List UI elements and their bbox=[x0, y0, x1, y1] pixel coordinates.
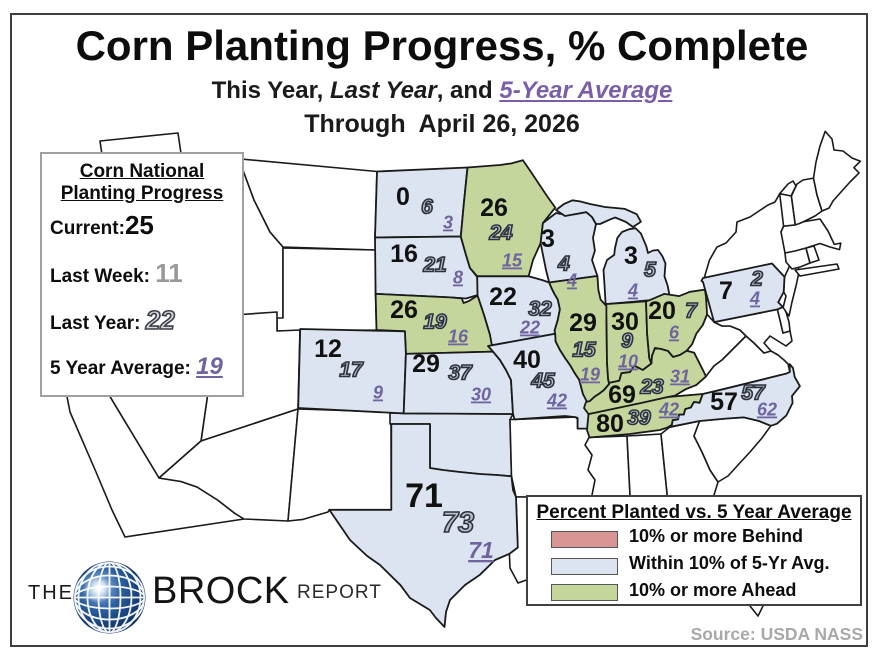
svg-text:24: 24 bbox=[488, 222, 513, 245]
svg-text:7: 7 bbox=[719, 277, 733, 305]
svg-text:21: 21 bbox=[422, 254, 446, 277]
svg-text:6: 6 bbox=[421, 196, 433, 219]
svg-text:3: 3 bbox=[541, 225, 555, 253]
svg-text:4: 4 bbox=[749, 289, 760, 309]
svg-text:8: 8 bbox=[453, 268, 463, 288]
svg-text:4: 4 bbox=[557, 253, 570, 276]
svg-text:9: 9 bbox=[373, 383, 383, 403]
svg-text:16: 16 bbox=[390, 240, 418, 268]
svg-text:9: 9 bbox=[621, 330, 633, 353]
svg-text:57: 57 bbox=[741, 382, 766, 405]
svg-text:5: 5 bbox=[644, 259, 656, 282]
svg-text:2: 2 bbox=[750, 268, 763, 291]
svg-text:10: 10 bbox=[618, 352, 638, 372]
svg-text:73: 73 bbox=[442, 507, 474, 539]
svg-text:3: 3 bbox=[443, 213, 453, 233]
svg-text:62: 62 bbox=[757, 400, 777, 420]
svg-text:20: 20 bbox=[648, 297, 676, 325]
svg-text:19: 19 bbox=[423, 311, 447, 334]
svg-text:4: 4 bbox=[627, 281, 638, 301]
svg-text:0: 0 bbox=[396, 183, 410, 211]
svg-text:15: 15 bbox=[502, 251, 523, 271]
svg-text:19: 19 bbox=[580, 365, 600, 385]
svg-text:30: 30 bbox=[611, 308, 639, 336]
svg-text:39: 39 bbox=[627, 407, 651, 430]
svg-text:6: 6 bbox=[669, 323, 680, 343]
svg-text:71: 71 bbox=[405, 477, 443, 515]
svg-text:42: 42 bbox=[658, 400, 679, 420]
svg-text:4: 4 bbox=[566, 271, 577, 291]
svg-text:42: 42 bbox=[546, 391, 567, 411]
svg-text:23: 23 bbox=[639, 376, 664, 399]
svg-text:22: 22 bbox=[489, 283, 517, 311]
svg-text:71: 71 bbox=[468, 537, 494, 563]
svg-text:45: 45 bbox=[530, 370, 555, 393]
svg-text:80: 80 bbox=[596, 410, 624, 438]
svg-text:37: 37 bbox=[448, 362, 473, 385]
svg-text:26: 26 bbox=[390, 296, 418, 324]
svg-text:40: 40 bbox=[513, 346, 541, 374]
svg-text:17: 17 bbox=[339, 359, 364, 382]
svg-text:22: 22 bbox=[519, 318, 540, 338]
svg-text:29: 29 bbox=[569, 309, 597, 337]
svg-text:29: 29 bbox=[412, 350, 440, 378]
svg-text:31: 31 bbox=[670, 367, 690, 387]
svg-text:32: 32 bbox=[528, 298, 552, 321]
svg-text:57: 57 bbox=[710, 388, 738, 416]
svg-text:12: 12 bbox=[314, 335, 342, 363]
svg-text:16: 16 bbox=[448, 327, 469, 347]
svg-text:69: 69 bbox=[608, 381, 636, 409]
svg-text:7: 7 bbox=[685, 300, 698, 323]
svg-text:26: 26 bbox=[480, 194, 508, 222]
svg-text:3: 3 bbox=[624, 242, 638, 270]
svg-text:15: 15 bbox=[572, 339, 596, 362]
svg-text:30: 30 bbox=[471, 385, 491, 405]
